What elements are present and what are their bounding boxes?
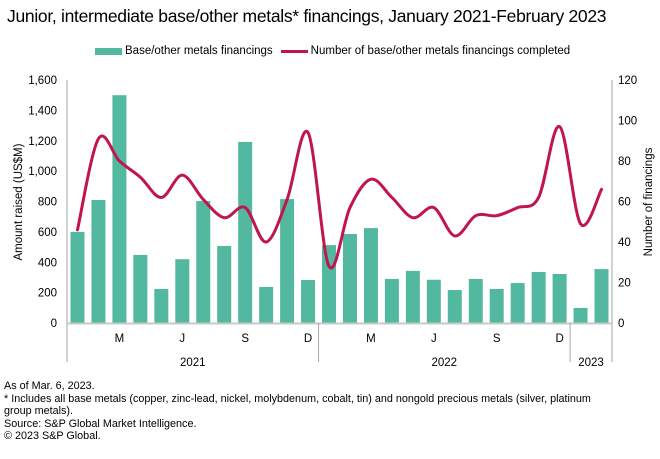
y-tick-label: 1,600 [28, 75, 57, 87]
bar [384, 278, 399, 323]
bar [175, 259, 190, 323]
y2-tick-label: 0 [618, 318, 624, 330]
y-tick-label: 0 [51, 318, 57, 330]
x-tick-label: D [555, 333, 563, 345]
bar [447, 290, 462, 323]
bar [112, 95, 127, 323]
y-tick-label: 1,200 [28, 136, 57, 148]
footer-source: Source: S&P Global Market Intelligence. [4, 417, 197, 430]
x-axis: M J S D M J S D 2021 2022 2023 [115, 333, 604, 369]
legend-bar-swatch [95, 47, 122, 55]
x-tick-label: M [115, 333, 125, 345]
bar-series [70, 95, 609, 323]
y-axis-right: 0 20 40 60 80 100 120 [618, 75, 637, 330]
y-tick-label: 400 [38, 257, 57, 269]
bar [133, 254, 148, 323]
footer-as-of: As of Mar. 6, 2023. [4, 380, 95, 392]
x-tick-label: D [304, 333, 312, 345]
footer-copyright: © 2023 S&P Global. [4, 430, 101, 442]
legend-line-swatch [280, 49, 308, 53]
bar [405, 270, 420, 323]
bar [154, 288, 169, 323]
bar [91, 199, 106, 323]
y-tick-label: 600 [38, 227, 57, 239]
y-tick-label: 1,000 [28, 166, 57, 178]
y-axis-title: Amount raised (US$M) [13, 143, 25, 260]
x-tick-label: J [179, 333, 185, 345]
bar [322, 245, 337, 323]
line-series [75, 125, 604, 270]
year-label: 2023 [578, 357, 604, 369]
legend-line-label: Number of base/other metals financings c… [310, 45, 571, 57]
x-tick-label: S [493, 333, 501, 345]
y2-tick-label: 120 [618, 75, 637, 87]
y-tick-label: 800 [38, 197, 57, 209]
bar [426, 279, 441, 323]
y2-tick-label: 60 [618, 197, 631, 209]
bar [594, 269, 609, 323]
x-tick-label: J [431, 333, 437, 345]
bar [552, 273, 567, 323]
bar [342, 234, 357, 323]
legend: Base/other metals financings Number of b… [95, 45, 570, 57]
bar [531, 271, 546, 323]
y2-axis-title: Number of financings [643, 147, 655, 256]
bar [489, 288, 504, 323]
axes [66, 80, 613, 362]
y-tick-label: 200 [38, 288, 57, 300]
footer: As of Mar. 6, 2023. * Includes all base … [4, 380, 591, 443]
bar [70, 231, 85, 323]
y2-tick-label: 40 [618, 237, 631, 249]
x-tick-label: S [241, 333, 249, 345]
bar [468, 278, 483, 323]
bar [363, 228, 378, 323]
y-tick-label: 1,400 [28, 105, 57, 117]
x-tick-label: M [366, 333, 376, 345]
year-label: 2021 [180, 357, 206, 369]
footer-note: * Includes all base metals (copper, zinc… [4, 392, 591, 405]
footer-note-cont: group metals). [4, 405, 74, 417]
year-label: 2022 [432, 357, 458, 369]
chart-title: Junior, intermediate base/other metals* … [7, 6, 607, 26]
bar [510, 283, 525, 323]
chart-area: 0 200 400 600 800 1,000 1,200 1,400 1,600 0 20 40 6… [13, 75, 655, 369]
y2-tick-label: 20 [618, 278, 631, 290]
bar [238, 141, 253, 323]
bar [301, 280, 316, 323]
legend-bar-label: Base/other metals financings [125, 45, 273, 57]
bar [196, 201, 211, 323]
bar [573, 307, 588, 323]
bar [217, 245, 232, 323]
y-axis-left: 0 200 400 600 800 1,000 1,200 1,400 1,600 [28, 75, 57, 330]
bar [259, 287, 274, 323]
y2-tick-label: 80 [618, 156, 631, 168]
bar [280, 199, 295, 323]
y2-tick-label: 100 [618, 116, 637, 128]
